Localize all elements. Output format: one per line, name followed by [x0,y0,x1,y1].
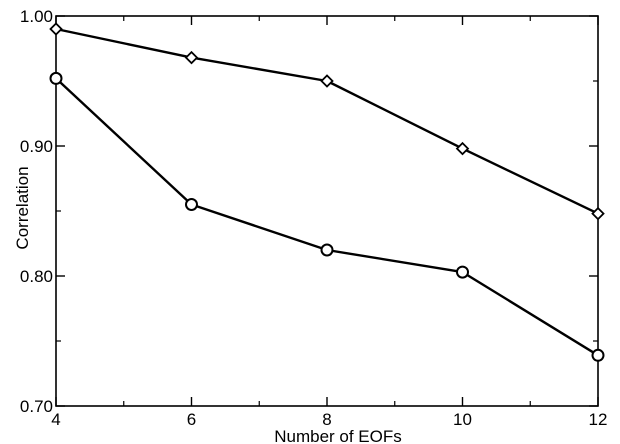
y-tick-label: 0.90 [20,137,53,156]
y-tick-label: 0.70 [20,397,53,416]
series-1 [49,22,605,221]
series-2 [49,71,605,362]
x-tick-label: 8 [322,410,331,429]
circle-marker [456,265,469,279]
diamond-marker [320,74,334,88]
x-axis-label: Number of EOFs [274,427,402,444]
circle-marker [591,348,605,362]
series-layer [49,22,605,362]
y-tick-label: 0.80 [20,267,53,286]
circle-marker [49,71,63,85]
x-tick-label: 10 [453,410,472,429]
series-line [55,77,599,357]
axes-layer: 4 6 8 10 12 0.70 0.80 0.90 1.00 [20,7,608,429]
diamond-marker [591,206,605,221]
x-tick-label: 4 [51,410,60,429]
diamond-marker [184,50,199,65]
diamond-marker [49,22,63,36]
y-axis-label: Correlation [13,166,32,249]
diamond-marker [455,141,470,156]
circle-marker [320,243,334,257]
series-line [55,27,599,215]
y-tick-label: 1.00 [20,7,53,26]
x-tick-label: 6 [187,410,196,429]
circle-marker [185,198,198,211]
x-tick-label: 12 [589,410,608,429]
